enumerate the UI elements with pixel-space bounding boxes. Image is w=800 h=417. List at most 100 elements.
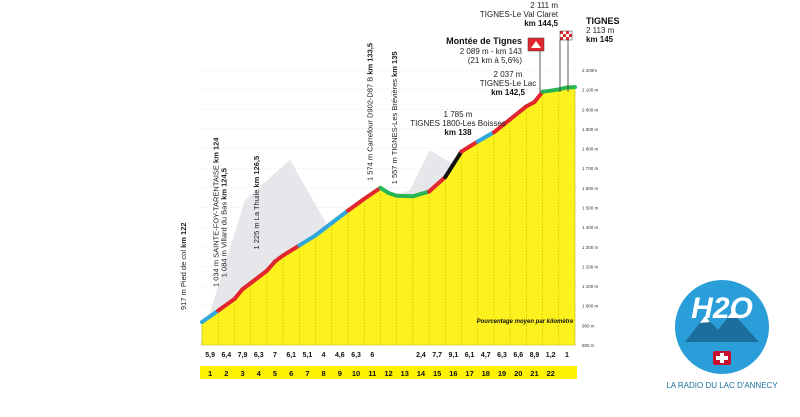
km-tick-label: 17	[465, 369, 473, 378]
gradient-label: 5,1	[303, 352, 313, 359]
gradient-label: 7,7	[432, 352, 442, 359]
y-tick-label: 1 500 m	[582, 206, 599, 211]
profile-segment	[540, 87, 561, 94]
km-tick-label: 6	[289, 369, 293, 378]
annotation-label: 1 557 m TIGNES-Les Brévières km 135	[390, 51, 399, 184]
y-axis-ticks: 800 m 900 m 1 000 m 1 100 m 1 200 m 1 300 m 1 …	[582, 68, 599, 348]
km-tick-label: 10	[352, 369, 360, 378]
profile-segment	[427, 175, 448, 194]
km-tick-label: 20	[514, 369, 522, 378]
gradient-label: 1	[565, 352, 569, 359]
profile-segment	[200, 308, 221, 325]
profile-segment	[329, 208, 350, 226]
label-val-claret-alt: 2 111 m	[530, 1, 558, 10]
gradient-label: 6,1	[465, 352, 475, 359]
km-tick-label: 3	[240, 369, 244, 378]
y-tick-label: 1 000 m	[582, 304, 599, 309]
km-tick-label: 1	[208, 369, 212, 378]
annotation-label: 1 574 m Carrefour D902-D87 B km 133,5	[366, 43, 375, 181]
y-tick-label: 1 900 m	[582, 127, 599, 132]
gradient-label: 6,3	[254, 352, 264, 359]
label-finish-alt: 2 113 m	[586, 26, 615, 35]
flag-check	[566, 34, 569, 37]
flag-check	[560, 31, 563, 34]
gradient-label: 6,3	[351, 352, 361, 359]
km-tick-label: 15	[433, 369, 441, 378]
profile-area	[201, 86, 576, 346]
flag-check	[560, 37, 563, 40]
gradient-label: 4	[322, 352, 326, 359]
label-val-claret-km: km 144,5	[524, 19, 558, 28]
y-tick-label: 1 300 m	[582, 245, 599, 250]
y-tick-label: 800 m	[582, 343, 595, 348]
label-les-boisses-place: TIGNES 1800-Les Boisses	[410, 119, 506, 128]
annotation-label: 917 m Pied de col km 122	[179, 222, 188, 310]
profile-segment	[297, 233, 318, 248]
profile-segment	[459, 139, 480, 154]
gradient-caption: Pourcentage moyen par kilomètre	[477, 319, 574, 325]
y-tick-label: 2 100 m	[582, 88, 599, 93]
y-tick-label: 2 000 m	[582, 107, 599, 112]
profile-segment	[264, 259, 277, 273]
label-le-lac-km: km 142,5	[491, 88, 525, 97]
annotation-label: 1 084 m Villard du Bas km 124,5	[220, 168, 229, 277]
gradient-label: 5,9	[205, 352, 215, 359]
profile-segment	[248, 268, 269, 286]
label-le-lac-place: TIGNES-Le Lac	[480, 79, 536, 88]
km-tick-label: 8	[322, 369, 326, 378]
label-finish-title: TIGNES	[586, 16, 620, 26]
profile-segment	[281, 243, 302, 258]
km-tick-label: 18	[482, 369, 490, 378]
logo-tagline: LA RADIO DU LAC D'ANNECY	[666, 381, 778, 390]
km-tick-label: 2	[224, 369, 228, 378]
gradient-label: 6,3	[497, 352, 507, 359]
label-val-claret-place: TIGNES-Le Val Claret	[480, 10, 559, 19]
gradient-label: 6,6	[513, 352, 523, 359]
gradient-label: 7	[273, 352, 277, 359]
y-tick-label: 900 m	[582, 323, 595, 328]
flag-check	[563, 34, 566, 37]
flag-check	[566, 31, 569, 34]
flag-check	[566, 37, 569, 40]
label-montee-alt-km: 2 089 m - km 143	[460, 47, 523, 56]
km-tick-label: 22	[547, 369, 555, 378]
km-tick-label: 13	[401, 369, 409, 378]
label-le-lac-alt: 2 037 m	[494, 70, 523, 79]
y-tick-label: 1 200 m	[582, 264, 599, 269]
label-montee-title: Montée de Tignes	[446, 36, 522, 46]
gradient-label: 6,1	[286, 352, 296, 359]
gradient-label: 1,2	[546, 352, 556, 359]
label-les-boisses-alt: 1 785 m	[444, 110, 473, 119]
h2o-logo: H2O LA RADIO DU LAC D'ANNECY	[666, 280, 778, 390]
km-tick-label: 14	[417, 369, 426, 378]
profile-segment	[410, 189, 432, 199]
finish-flag-icon	[559, 30, 573, 92]
profile-segment	[475, 130, 496, 144]
km-tick-label: 12	[384, 369, 392, 378]
profile-segment	[216, 297, 237, 313]
km-tick-label: 7	[305, 369, 309, 378]
profile-segment	[232, 287, 245, 302]
y-tick-label: 2 200m	[582, 68, 597, 73]
flag-check	[569, 37, 572, 40]
flag-check	[563, 37, 566, 40]
annotation-label: 1 225 m La Thuile km 126,5	[252, 156, 261, 250]
km-band: 1 2 3 4 5 6 7 8 9 10 11 12 13 14 15 16 17 18 19 20 21 22	[200, 366, 577, 379]
km-tick-label: 4	[257, 369, 262, 378]
y-tick-label: 1 800 m	[582, 147, 599, 152]
gradient-label: 6	[370, 352, 374, 359]
profile-segment	[508, 104, 529, 122]
summit-flag-icon	[527, 37, 545, 92]
gradient-label: 2,4	[416, 352, 426, 359]
profile-segment	[362, 185, 383, 201]
km-band-bg	[200, 366, 577, 379]
annotations: 917 m Pied de col km 122 1 034 m SAINTE-F…	[179, 43, 399, 310]
label-finish: TIGNES 2 113 m km 145	[586, 16, 620, 44]
y-tick-label: 1 700 m	[582, 166, 599, 171]
km-tick-label: 16	[449, 369, 457, 378]
y-tick-label: 1 100 m	[582, 284, 599, 289]
gradient-label: 4,6	[335, 352, 345, 359]
flag-check	[563, 31, 566, 34]
km-tick-label: 19	[498, 369, 506, 378]
